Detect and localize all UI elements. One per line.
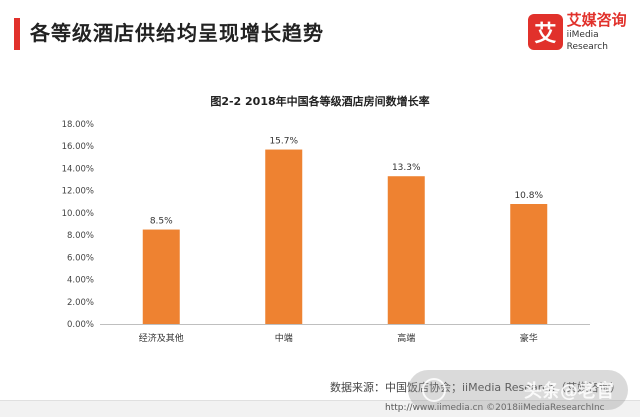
logo-cn: 艾媒咨询 xyxy=(566,11,627,29)
bar-3 xyxy=(510,204,548,324)
y-tick-label: 4.00% xyxy=(67,276,94,286)
logo-text: 艾媒咨询 iiMedia Research xyxy=(567,11,640,53)
bar-1 xyxy=(265,149,303,324)
data-source: 数据来源：中国饭店协会；iiMedia Research（艾媒咨询） xyxy=(330,381,622,394)
title-accent-bar xyxy=(14,18,20,50)
bar-value-label: 10.8% xyxy=(514,191,543,201)
y-tick-label: 0.00% xyxy=(67,320,94,330)
x-category-label: 经济及其他 xyxy=(139,332,184,344)
page-title: 各等级酒店供给均呈现增长趋势 xyxy=(30,21,324,45)
bar-0 xyxy=(142,229,180,324)
y-tick-label: 16.00% xyxy=(62,142,94,152)
x-category-label: 豪华 xyxy=(520,332,538,344)
x-category-label: 高端 xyxy=(397,332,415,344)
footer-bar: http://www.iimedia.cn ©2018iiMediaResear… xyxy=(0,400,640,417)
logo-en: iiMedia Research xyxy=(566,30,608,52)
chart-title: 图2-2 2018年中国各等级酒店房间数增长率 xyxy=(210,95,430,108)
x-category-label: 中端 xyxy=(275,332,293,344)
y-tick-label: 10.00% xyxy=(62,209,94,219)
y-tick-label: 6.00% xyxy=(67,253,94,263)
y-tick-label: 8.00% xyxy=(67,231,94,241)
bar-chart: 0.00% 2.00% 4.00% 6.00% 8.00% 10.00% 12.00% 14.… xyxy=(62,120,590,344)
logo-mark-icon: 艾 xyxy=(528,14,563,50)
bar-value-label: 15.7% xyxy=(269,137,298,147)
watermark-text: 头条@老官 xyxy=(524,381,614,402)
bar-value-label: 13.3% xyxy=(392,163,421,173)
watermark-icon xyxy=(422,378,446,402)
y-tick-label: 2.00% xyxy=(67,298,94,308)
bar-2 xyxy=(387,176,425,324)
footer-text: http://www.iimedia.cn ©2018iiMediaResear… xyxy=(385,403,605,413)
y-tick-label: 18.00% xyxy=(62,120,94,130)
bar-value-label: 8.5% xyxy=(150,217,173,227)
watermark: 头条@老官 xyxy=(408,370,628,410)
y-tick-label: 14.00% xyxy=(62,164,94,174)
brand-logo: 艾 艾媒咨询 iiMedia Research xyxy=(528,11,640,53)
y-tick-label: 12.00% xyxy=(62,187,94,197)
